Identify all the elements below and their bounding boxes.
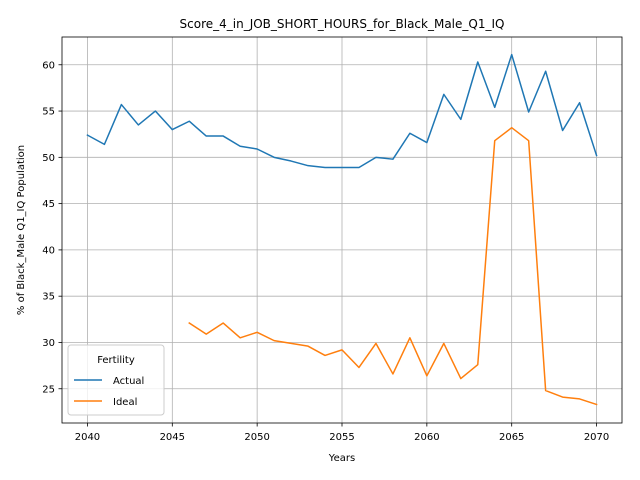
chart-title: Score_4_in_JOB_SHORT_HOURS_for_Black_Mal… <box>180 17 505 31</box>
legend: Fertility Actual Ideal <box>67 344 165 416</box>
y-tick-label: 40 <box>42 245 55 256</box>
x-axis-label: Years <box>328 453 355 464</box>
x-tick-label: 2065 <box>499 432 524 443</box>
x-tick-label: 2050 <box>244 432 269 443</box>
series-layer <box>86 53 598 406</box>
legend-label-actual: Actual <box>113 376 144 387</box>
legend-label-ideal: Ideal <box>113 397 137 408</box>
y-tick-label: 35 <box>42 292 55 303</box>
legend-box <box>67 344 165 416</box>
y-axis: 25 30 35 40 45 50 55 60 <box>42 60 62 395</box>
y-tick-label: 45 <box>42 199 55 210</box>
x-tick-label: 2055 <box>329 432 354 443</box>
series-line-actual <box>86 53 598 169</box>
y-tick-label: 55 <box>42 107 55 118</box>
y-tick-label: 25 <box>42 384 55 395</box>
x-tick-label: 2070 <box>584 432 609 443</box>
x-axis: 2040 2045 2050 2055 2060 2065 2070 <box>75 423 609 443</box>
x-tick-label: 2040 <box>75 432 100 443</box>
series-line-ideal <box>188 126 598 406</box>
x-tick-label: 2045 <box>160 432 185 443</box>
legend-title: Fertility <box>97 355 135 366</box>
y-tick-label: 50 <box>42 153 55 164</box>
y-axis-label: % of Black_Male Q1_IQ Population <box>16 145 27 315</box>
y-tick-label: 60 <box>42 60 55 71</box>
y-tick-label: 30 <box>42 338 55 349</box>
x-tick-label: 2060 <box>414 432 439 443</box>
